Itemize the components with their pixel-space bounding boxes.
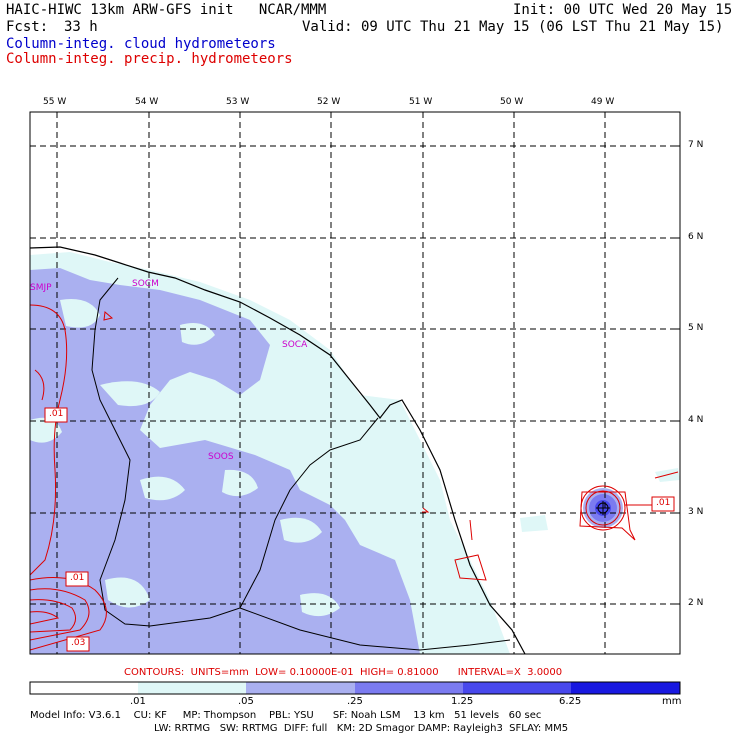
model-info-line2: LW: RRTMG SW: RRTMG DIFF: full KM: 2D Sm… (154, 723, 569, 734)
valid-time: Valid: 09 UTC Thu 21 May 15 (06 LST Thu … (302, 19, 724, 35)
coastline (30, 246, 526, 654)
model-info-line1: Model Info: V3.6.1 CU: KF MP: Thompson P… (30, 710, 542, 721)
contours-info: CONTOURS: UNITS=mm LOW= 0.10000E-01 HIGH… (124, 667, 563, 678)
lat-label: 5 N (688, 323, 704, 333)
lon-label: 53 W (226, 97, 250, 107)
field-cloud-label: Column-integ. cloud hydrometeors (6, 36, 276, 52)
lon-label: 55 W (43, 97, 67, 107)
colorbar-tick: .05 (238, 696, 254, 707)
station-label: SOCA (282, 340, 308, 350)
lon-label: 54 W (135, 97, 159, 107)
plot-title: HAIC-HIWC 13km ARW-GFS init NCAR/MMM (6, 2, 327, 18)
lon-label: 52 W (317, 97, 341, 107)
colorbar-tick: 6.25 (559, 696, 582, 707)
colorbar-tick: 1.25 (451, 696, 474, 707)
lon-label: 49 W (591, 97, 615, 107)
border-suriname (91, 277, 379, 627)
lon-label: 50 W (500, 97, 524, 107)
colorbar-units: mm (662, 696, 682, 707)
colorbar-tick: .01 (130, 696, 146, 707)
contour-label: .01 (656, 498, 671, 508)
precip-contours (30, 304, 679, 651)
forecast-label: Fcst: (6, 19, 49, 35)
contour-label: .03 (71, 638, 86, 648)
lat-label: 2 N (688, 598, 704, 608)
contour-label: .01 (49, 409, 64, 419)
lat-label: 4 N (688, 415, 704, 425)
lat-label: 6 N (688, 232, 704, 242)
station-label: SOOS (208, 452, 234, 462)
lat-label: 3 N (688, 507, 704, 517)
lon-label: 51 W (409, 97, 433, 107)
contour-label: .01 (70, 573, 85, 583)
forecast-hours: 33 h (64, 19, 98, 35)
lat-label: 7 N (688, 140, 704, 150)
border-amazon (239, 607, 511, 651)
station-label: SOCM (132, 279, 159, 289)
lat-lon-grid (30, 112, 680, 654)
map-frame (29, 111, 681, 655)
colorbar-tick: .25 (347, 696, 363, 707)
init-time: Init: 00 UTC Wed 20 May 15 (513, 2, 733, 18)
station-label: SMJP (30, 283, 52, 293)
field-precip-label: Column-integ. precip. hydrometeors (6, 51, 293, 67)
cloud-shading-medium (30, 268, 420, 654)
